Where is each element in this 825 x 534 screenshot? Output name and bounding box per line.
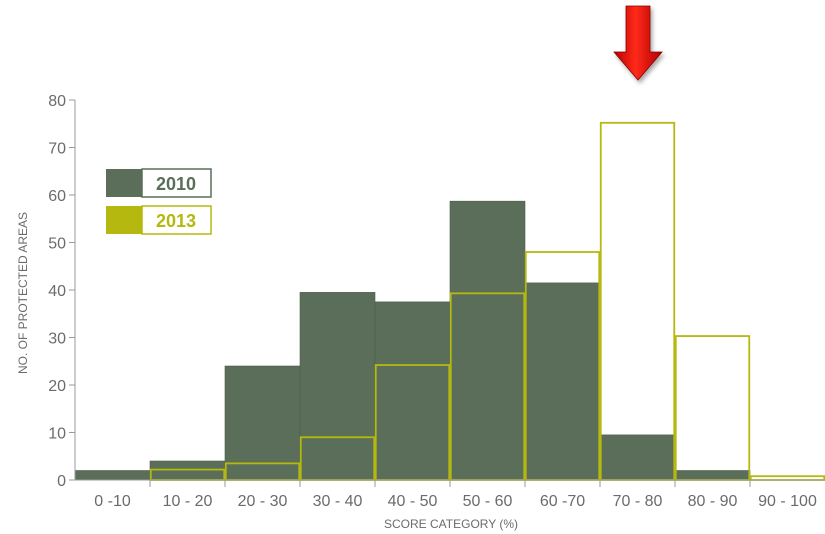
down-arrow-icon [613, 5, 663, 81]
bar-2010-4 [374, 301, 451, 481]
legend-label-2013: 2013 [156, 211, 196, 231]
bar-2013-7 [599, 121, 676, 481]
bar-2010-5 [449, 200, 526, 481]
x-tick-label-1: 10 - 20 [163, 493, 213, 510]
y-tick-label-50: 50 [48, 236, 66, 253]
x-tick-label-6: 60 -70 [540, 493, 585, 510]
y-tick-label-40: 40 [48, 283, 66, 300]
legend-label-2010: 2010 [156, 174, 196, 194]
x-tick-label-0: 0 -10 [94, 493, 131, 510]
y-tick-label-70: 70 [48, 141, 66, 158]
bar-2010-0 [74, 470, 151, 481]
bar-2010-1 [149, 460, 226, 481]
y-tick-label-30: 30 [48, 331, 66, 348]
bar-2010-8 [674, 470, 751, 481]
legend-swatch-2013 [106, 206, 142, 234]
bar-2010-6 [524, 282, 601, 481]
x-tick-label-9: 90 - 100 [758, 493, 817, 510]
y-tick-label-10: 10 [48, 426, 66, 443]
x-tick-label-8: 80 - 90 [688, 493, 738, 510]
bar-2010-2 [224, 365, 301, 481]
x-tick-label-2: 20 - 30 [238, 493, 288, 510]
series-2010-bars [74, 200, 751, 481]
x-tick-label-7: 70 - 80 [613, 493, 663, 510]
bar-2013-9 [749, 475, 825, 481]
bar-2010-7 [599, 434, 676, 481]
x-tick-label-3: 30 - 40 [313, 493, 363, 510]
bar-2013-8 [674, 335, 751, 481]
bar-2010-3 [299, 292, 376, 481]
y-axis-title: NO. OF PROTECTED AREAS [16, 212, 30, 374]
y-tick-label-80: 80 [48, 93, 66, 110]
y-tick-label-20: 20 [48, 378, 66, 395]
legend-box-2013 [141, 205, 212, 235]
legend-item-2010: 2010 [106, 168, 212, 198]
legend: 2010 2013 [106, 168, 212, 235]
x-tick-label-4: 40 - 50 [388, 493, 438, 510]
x-axis-ticks: 0 -10 10 - 20 20 - 30 30 - 40 40 - 50 50 - 60… [94, 480, 817, 510]
legend-item-2013: 2013 [106, 205, 212, 235]
legend-swatch-2010 [106, 169, 142, 197]
x-tick-label-5: 50 - 60 [463, 493, 513, 510]
y-tick-label-60: 60 [48, 188, 66, 205]
x-axis-title: SCORE CATEGORY (%) [384, 517, 518, 531]
y-tick-label-0: 0 [57, 473, 66, 490]
y-axis-ticks: 0 10 20 30 40 50 60 70 80 [48, 93, 75, 490]
legend-box-2010 [141, 168, 212, 198]
